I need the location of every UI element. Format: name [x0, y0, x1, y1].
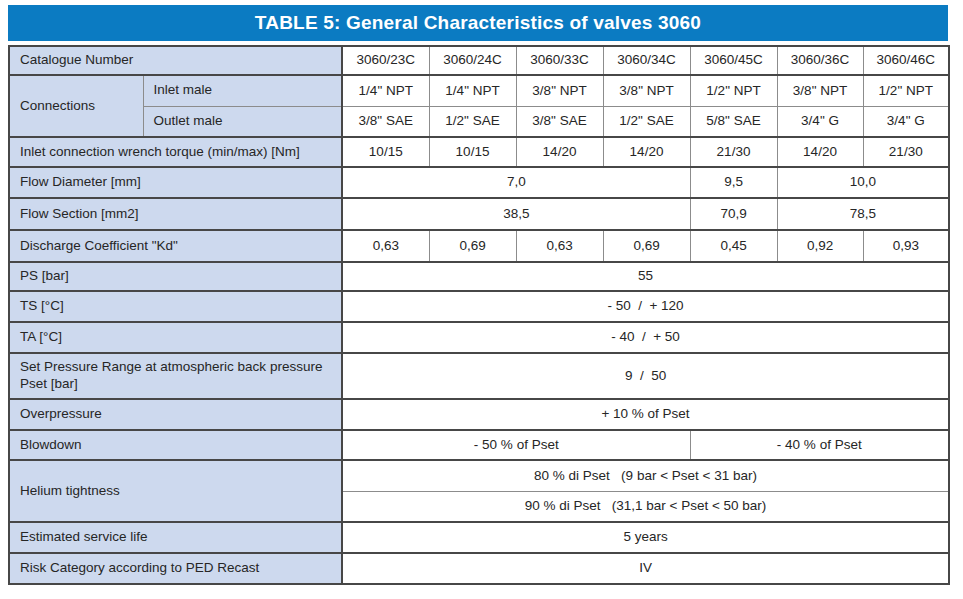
value-cell: 10/15 [342, 137, 429, 167]
value-cell: 0,69 [603, 230, 690, 262]
sub-row-label: Outlet male [143, 106, 342, 137]
row-inlet-male: Connections Inlet male 1/4" NPT 1/4" NPT… [9, 75, 949, 106]
row-overpressure: Overpressure + 10 % of Pset [9, 399, 949, 430]
column-header: 3060/33C [516, 46, 603, 75]
row-label: TS [°C] [9, 291, 342, 322]
value-cell: 0,69 [429, 230, 516, 262]
row-label: Overpressure [9, 399, 342, 430]
value-cell: 7,0 [342, 167, 690, 198]
value-cell: - 40 % of Pset [690, 430, 949, 460]
row-label: PS [bar] [9, 262, 342, 291]
row-label: Catalogue Number [9, 46, 342, 75]
value-cell: 38,5 [342, 198, 690, 230]
value-cell: 1/4" NPT [342, 75, 429, 106]
value-cell: 1/2" NPT [690, 75, 777, 106]
value-cell: 78,5 [777, 198, 949, 230]
value-cell: 3/4" G [777, 106, 863, 137]
column-header: 3060/23C [342, 46, 429, 75]
row-label: Flow Diameter [mm] [9, 167, 342, 198]
row-set-pressure-range: Set Pressure Range at atmospheric back p… [9, 353, 949, 399]
row-label: Inlet connection wrench torque (min/max)… [9, 137, 342, 167]
row-discharge-coefficient: Discharge Coefficient "Kd" 0,63 0,69 0,6… [9, 230, 949, 262]
row-flow-diameter: Flow Diameter [mm] 7,0 9,5 10,0 [9, 167, 949, 198]
value-cell: 3/8" NPT [603, 75, 690, 106]
value-cell: 70,9 [690, 198, 777, 230]
value-cell: 0,63 [516, 230, 603, 262]
value-cell: 3/8" NPT [516, 75, 603, 106]
row-wrench-torque: Inlet connection wrench torque (min/max)… [9, 137, 949, 167]
row-estimated-service-life: Estimated service life 5 years [9, 522, 949, 553]
column-header: 3060/36C [777, 46, 863, 75]
row-outlet-male: Outlet male 3/8" SAE 1/2" SAE 3/8" SAE 1… [9, 106, 949, 137]
row-label: Discharge Coefficient "Kd" [9, 230, 342, 262]
value-cell: 9 / 50 [342, 353, 949, 399]
row-label: Set Pressure Range at atmospheric back p… [9, 353, 342, 399]
column-header: 3060/34C [603, 46, 690, 75]
value-cell: 14/20 [603, 137, 690, 167]
row-label: TA [°C] [9, 322, 342, 353]
datasheet-page: TABLE 5: General Characteristics of valv… [0, 0, 963, 585]
value-cell: 1/2" SAE [429, 106, 516, 137]
row-label: Connections [9, 75, 143, 137]
value-cell: 10,0 [777, 167, 949, 198]
table-title: TABLE 5: General Characteristics of valv… [255, 12, 701, 34]
row-ps: PS [bar] 55 [9, 262, 949, 291]
row-label: Risk Category according to PED Recast [9, 553, 342, 584]
value-cell: 3/8" SAE [516, 106, 603, 137]
value-cell: 3/8" NPT [777, 75, 863, 106]
value-cell: + 10 % of Pset [342, 399, 949, 430]
value-cell: 3/8" SAE [342, 106, 429, 137]
value-cell: - 50 % of Pset [342, 430, 690, 460]
valve-characteristics-table: Catalogue Number 3060/23C 3060/24C 3060/… [8, 45, 950, 585]
value-cell: 0,63 [342, 230, 429, 262]
column-header: 3060/46C [863, 46, 949, 75]
value-cell: 80 % di Pset (9 bar < Pset < 31 bar) [342, 460, 949, 491]
row-flow-section: Flow Section [mm2] 38,5 70,9 78,5 [9, 198, 949, 230]
row-helium-tightness-1: Helium tightness 80 % di Pset (9 bar < P… [9, 460, 949, 491]
value-cell: 0,45 [690, 230, 777, 262]
value-cell: 5 years [342, 522, 949, 553]
value-cell: 14/20 [516, 137, 603, 167]
value-cell: 1/2" NPT [863, 75, 949, 106]
value-cell: 14/20 [777, 137, 863, 167]
column-header: 3060/45C [690, 46, 777, 75]
value-cell: 0,93 [863, 230, 949, 262]
value-cell: 0,92 [777, 230, 863, 262]
value-cell: 10/15 [429, 137, 516, 167]
row-risk-category: Risk Category according to PED Recast IV [9, 553, 949, 584]
row-blowdown: Blowdown - 50 % of Pset - 40 % of Pset [9, 430, 949, 460]
row-label: Helium tightness [9, 460, 342, 522]
value-cell: 21/30 [863, 137, 949, 167]
row-ta: TA [°C] - 40 / + 50 [9, 322, 949, 353]
sub-row-label: Inlet male [143, 75, 342, 106]
value-cell: 90 % di Pset (31,1 bar < Pset < 50 bar) [342, 491, 949, 522]
value-cell: - 50 / + 120 [342, 291, 949, 322]
value-cell: 1/2" SAE [603, 106, 690, 137]
row-label: Flow Section [mm2] [9, 198, 342, 230]
column-header: 3060/24C [429, 46, 516, 75]
row-label: Blowdown [9, 430, 342, 460]
value-cell: 1/4" NPT [429, 75, 516, 106]
value-cell: 9,5 [690, 167, 777, 198]
value-cell: IV [342, 553, 949, 584]
value-cell: 21/30 [690, 137, 777, 167]
table-title-bar: TABLE 5: General Characteristics of valv… [8, 5, 948, 41]
value-cell: 3/4" G [863, 106, 949, 137]
value-cell: 5/8" SAE [690, 106, 777, 137]
value-cell: 55 [342, 262, 949, 291]
row-ts: TS [°C] - 50 / + 120 [9, 291, 949, 322]
value-cell: - 40 / + 50 [342, 322, 949, 353]
row-label: Estimated service life [9, 522, 342, 553]
row-catalogue-number: Catalogue Number 3060/23C 3060/24C 3060/… [9, 46, 949, 75]
